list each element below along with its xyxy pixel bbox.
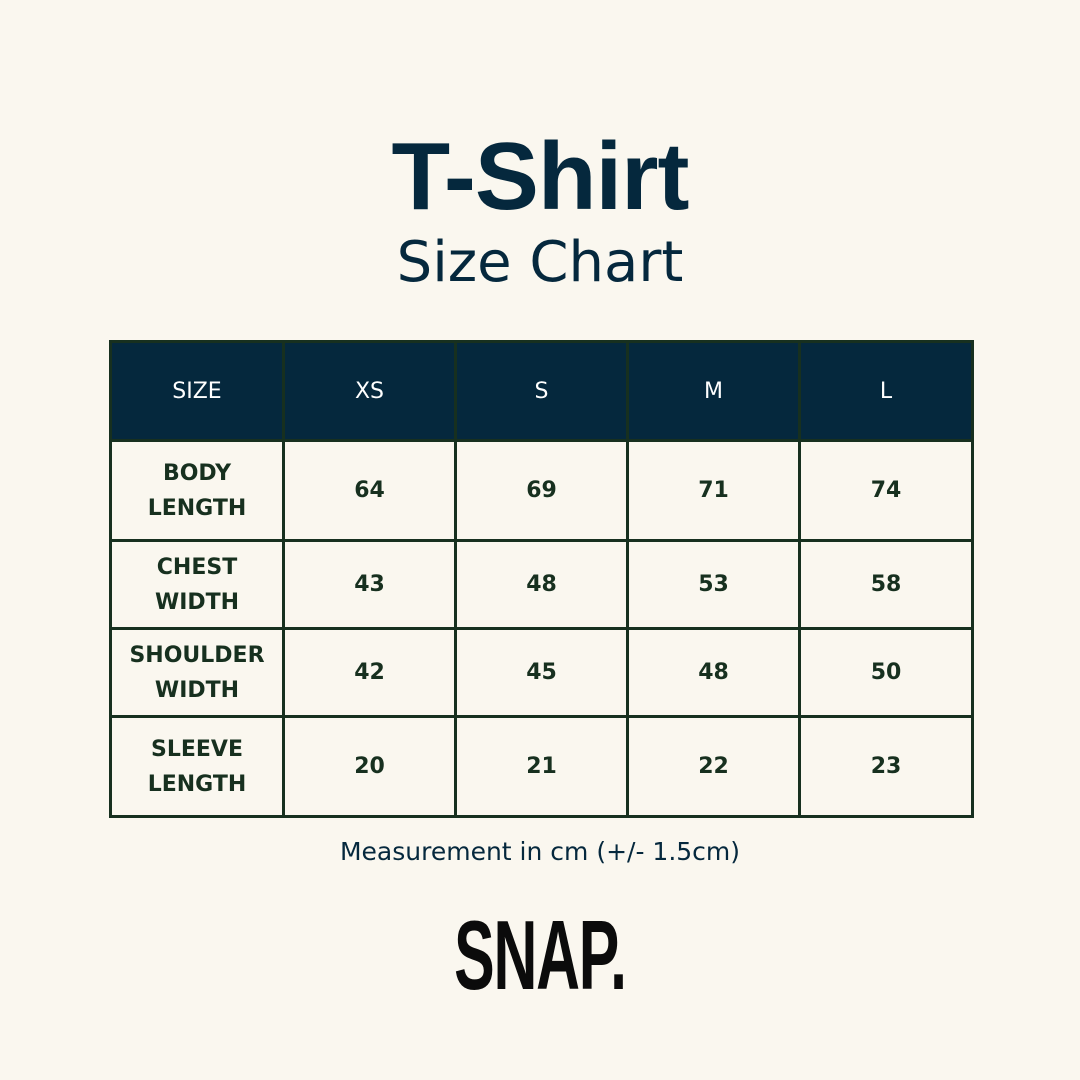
cell-value: 21: [526, 754, 557, 779]
label-text: BODY LENGTH: [147, 460, 247, 521]
cell-value: 58: [870, 572, 902, 597]
row-label: SHOULDER WIDTH: [109, 627, 285, 718]
header-cell: L: [798, 340, 974, 442]
cell-value: 22: [698, 754, 729, 779]
table-row: SLEEVE LENGTH 20 21 22 23: [109, 715, 974, 818]
cell: 48: [626, 627, 801, 718]
cell-value: 71: [698, 478, 729, 503]
cell: 48: [454, 539, 629, 630]
header-cell: XS: [282, 340, 457, 442]
header-cell: S: [454, 340, 629, 442]
logo: SNAP.: [454, 900, 627, 1010]
header-cell: M: [626, 340, 801, 442]
table-row: BODY LENGTH 64 69 71 74: [109, 439, 974, 542]
cell: 74: [798, 439, 974, 542]
cell-value: 69: [526, 478, 557, 503]
note: Measurement in cm (+/- 1.5cm): [339, 837, 741, 866]
table-row: SHOULDER WIDTH 42 45 48 50: [109, 627, 974, 718]
cell: 43: [282, 539, 457, 630]
table-row: CHEST WIDTH 43 48 53 58: [109, 539, 974, 630]
label-text: SLEEVE LENGTH: [147, 736, 247, 797]
cell-value: 48: [698, 660, 729, 685]
row-label: BODY LENGTH: [109, 439, 285, 542]
row-label: SLEEVE LENGTH: [109, 715, 285, 818]
cell: 53: [626, 539, 801, 630]
subtitle: Size Chart: [396, 230, 684, 295]
title: T-Shirt: [391, 123, 690, 230]
cell: 50: [798, 627, 974, 718]
cell: 69: [454, 439, 629, 542]
cell: 21: [454, 715, 629, 818]
cell: 23: [798, 715, 974, 818]
cell-value: 48: [526, 572, 557, 597]
cell-value: 64: [354, 478, 385, 503]
cell: 20: [282, 715, 457, 818]
cell-value: 45: [526, 660, 557, 685]
label-text: CHEST WIDTH: [154, 554, 240, 615]
cell: 58: [798, 539, 974, 630]
cell-value: 50: [870, 660, 902, 685]
cell-value: 53: [698, 572, 729, 597]
size-table: SIZE XS S M L BODY LENGTH 64 69 71 74 CHEST WIDTH 4…: [109, 340, 974, 818]
cell-value: 74: [870, 478, 902, 503]
cell-value: 42: [354, 660, 385, 685]
cell: 22: [626, 715, 801, 818]
cell: 42: [282, 627, 457, 718]
row-label: CHEST WIDTH: [109, 539, 285, 630]
header-cell: SIZE: [109, 340, 285, 442]
header-row: SIZE XS S M L: [109, 340, 974, 442]
cell: 64: [282, 439, 457, 542]
cell: 45: [454, 627, 629, 718]
cell-value: 43: [354, 572, 385, 597]
cell-value: 23: [870, 754, 902, 779]
label-text: SHOULDER WIDTH: [129, 642, 265, 703]
cell-value: 20: [354, 754, 385, 779]
cell: 71: [626, 439, 801, 542]
